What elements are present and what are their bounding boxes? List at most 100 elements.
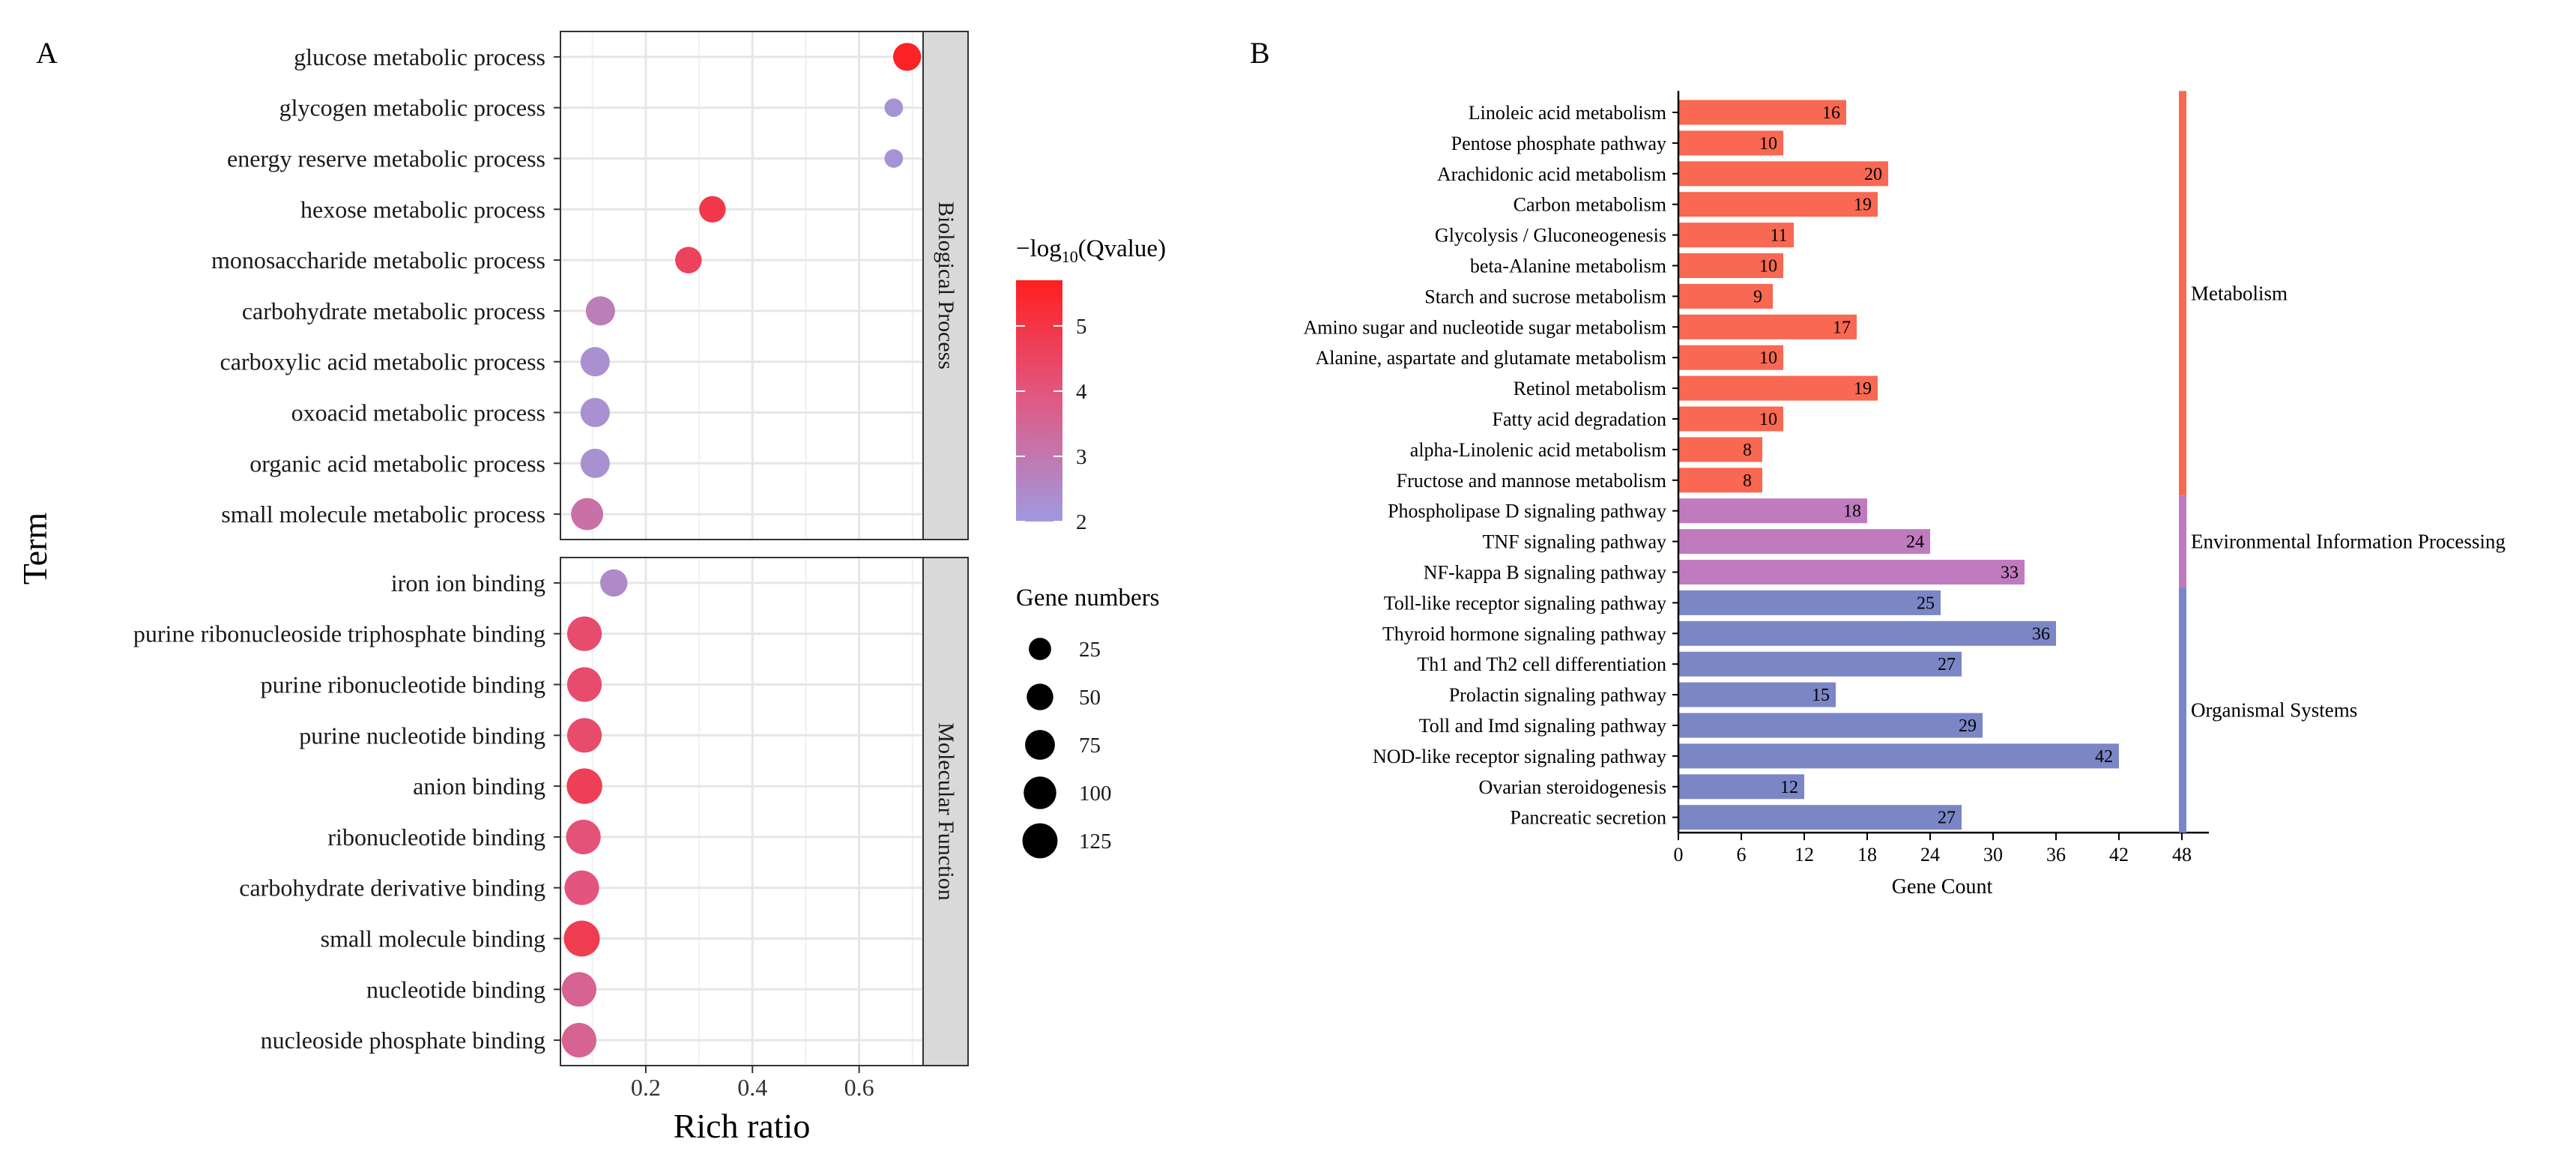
bar <box>1678 743 2119 769</box>
x-tick-label-b: 6 <box>1737 844 1747 866</box>
size-legend-title: Gene numbers <box>1016 584 1160 611</box>
bar-value-label: 27 <box>1938 809 1956 828</box>
bar-value-label: 18 <box>1843 502 1861 522</box>
data-point <box>561 972 596 1007</box>
term-label: purine ribonucleoside triphosphate bindi… <box>133 620 545 647</box>
group-label: Organismal Systems <box>2191 699 2357 722</box>
bar-value-label: 10 <box>1759 348 1777 368</box>
term-label: energy reserve metabolic process <box>227 145 545 172</box>
data-point <box>884 149 904 168</box>
term-label: monosaccharide metabolic process <box>211 247 545 274</box>
bar-value-label: 36 <box>2032 624 2050 644</box>
size-legend-label: 100 <box>1079 782 1112 806</box>
panel-b: B Linoleic acid metabolism Pentose phosph… <box>1250 36 2506 898</box>
grid-lines <box>560 31 923 1066</box>
x-axis-b: 0 6 12 18 24 30 36 42 48 <box>1674 91 2209 866</box>
x-tick-label: 0.2 <box>631 1074 661 1101</box>
size-legend-dot <box>1029 638 1051 660</box>
x-tick-label-b: 48 <box>2172 844 2192 866</box>
bar <box>1678 130 1783 156</box>
size-legend-dot <box>1022 823 1058 859</box>
x-tick-label-b: 36 <box>2046 844 2066 866</box>
y-axis-title: Term <box>16 513 54 585</box>
size-legend-label: 125 <box>1079 830 1112 854</box>
facet-bp-strip <box>922 31 969 540</box>
group-label: Metabolism <box>2191 282 2288 304</box>
bar <box>1678 314 1857 339</box>
term-label: carbohydrate metabolic process <box>242 297 545 324</box>
panel-a: A Biological Process Molecular Function … <box>16 31 1166 1145</box>
bar <box>1678 253 1783 278</box>
term-label: glycogen metabolic process <box>279 94 545 121</box>
pathway-label: Amino sugar and nucleotide sugar metabol… <box>1303 316 1666 338</box>
color-legend-title: −log10(Qvalue) <box>1016 235 1166 266</box>
data-point <box>561 1023 596 1058</box>
term-label: glucose metabolic process <box>294 43 545 70</box>
pathway-label: Carbon metabolism <box>1514 194 1666 216</box>
term-label: carbohydrate derivative binding <box>239 875 545 901</box>
pathway-label: Fatty acid degradation <box>1493 408 1666 430</box>
pathway-label: Toll and Imd signaling pathway <box>1419 715 1666 737</box>
term-label: small molecule metabolic process <box>221 501 545 528</box>
data-point <box>580 397 610 428</box>
x-tick-label-b: 42 <box>2109 844 2129 866</box>
pathway-label: Fructose and mannose metabolism <box>1397 470 1666 492</box>
pathway-label: Glycolysis / Gluconeogenesis <box>1435 225 1666 247</box>
facet-mf-strip-label: Molecular Function <box>934 722 958 900</box>
term-label: hexose metabolic process <box>300 196 545 223</box>
pathway-label: Arachidonic acid metabolism <box>1437 163 1666 185</box>
data-point <box>585 296 615 326</box>
panel-a-label: A <box>36 36 58 70</box>
term-label: nucleotide binding <box>366 976 545 1003</box>
group-strip <box>2179 495 2186 587</box>
term-label: ribonucleotide binding <box>327 824 545 851</box>
category-groups: Metabolism Environmental Information Proc… <box>2179 91 2506 833</box>
pathway-label: NOD-like receptor signaling pathway <box>1373 746 1666 767</box>
bar-value-label: 10 <box>1759 410 1777 429</box>
bar <box>1678 620 2056 646</box>
size-legend-entries: 25 50 75 100 125 <box>1022 638 1112 859</box>
pathway-label: Phospholipase D signaling pathway <box>1388 501 1666 522</box>
x-axis-title: Rich ratio <box>674 1107 811 1145</box>
bar <box>1678 468 1762 493</box>
data-point <box>580 448 610 478</box>
bar-value-label: 33 <box>2001 564 2019 583</box>
bar-value-label: 15 <box>1812 686 1830 705</box>
bar-value-label: 10 <box>1759 257 1777 277</box>
bars: 16 10 20 19 11 10 9 17 10 19 10 8 8 18 24 33 25 36 27 15 29 4… <box>1678 100 2119 830</box>
data-point <box>566 718 602 753</box>
bar <box>1678 651 1962 677</box>
pathway-label: Toll-like receptor signaling pathway <box>1384 592 1666 614</box>
term-labels: glucose metabolic process glycogen metabo… <box>133 43 560 1054</box>
bar <box>1678 375 1878 401</box>
term-label: purine ribonucleotide binding <box>261 671 545 698</box>
color-legend-ticks: 2 3 4 5 <box>1016 315 1087 534</box>
data-point <box>580 347 610 377</box>
x-tick-label-b: 0 <box>1674 844 1684 866</box>
pathway-label: Linoleic acid metabolism <box>1469 102 1666 124</box>
pathway-label: Thyroid hormone signaling pathway <box>1382 623 1666 644</box>
facet-bp-strip-label: Biological Process <box>934 202 958 369</box>
pathway-label: Th1 and Th2 cell differentiation <box>1417 653 1666 675</box>
data-points <box>561 43 922 1058</box>
bar-value-label: 10 <box>1759 134 1777 154</box>
size-legend-dot <box>1024 776 1056 809</box>
term-label: organic acid metabolic process <box>250 450 545 477</box>
color-legend: −log10(Qvalue) 2 3 4 5 <box>1016 235 1166 534</box>
term-label: nucleoside phosphate binding <box>261 1027 545 1054</box>
bar-value-label: 27 <box>1938 655 1956 674</box>
bar <box>1678 161 1888 187</box>
data-point <box>566 667 602 702</box>
bar <box>1678 774 1804 800</box>
term-label: oxoacid metabolic process <box>291 399 545 426</box>
color-tick-label: 5 <box>1076 315 1087 339</box>
color-bar <box>1016 280 1062 522</box>
pathway-label: Pentose phosphate pathway <box>1451 133 1666 154</box>
data-point <box>566 616 602 651</box>
bar <box>1678 529 1930 555</box>
pathway-label: Pancreatic secretion <box>1510 807 1666 829</box>
bar <box>1678 805 1962 830</box>
color-tick-label: 2 <box>1076 510 1087 534</box>
bar <box>1678 223 1794 248</box>
x-tick-label-b: 12 <box>1795 844 1814 866</box>
